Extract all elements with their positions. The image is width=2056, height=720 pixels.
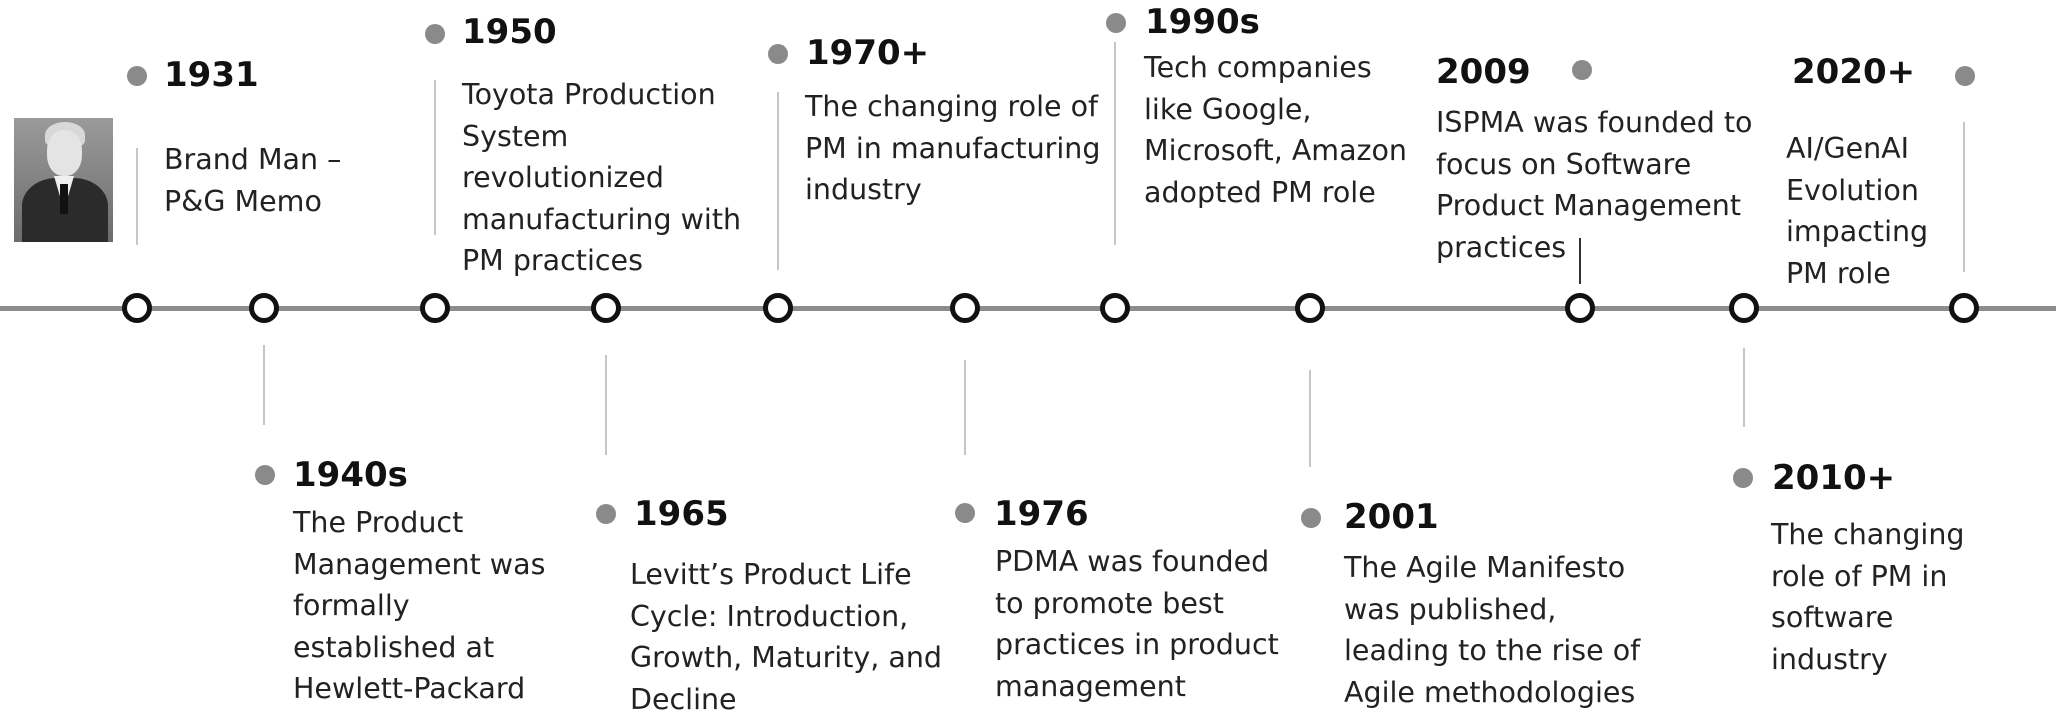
milestone-bullet (1106, 13, 1126, 33)
timeline-node (763, 293, 793, 323)
milestone-year: 2020+ (1792, 52, 1916, 92)
portrait-photo (14, 118, 113, 242)
milestone-description: AI/GenAI Evolution impacting PM role (1786, 132, 1929, 290)
timeline-node (950, 293, 980, 323)
timeline-node (1949, 293, 1979, 323)
milestone-description: The changing role of PM in software indu… (1771, 518, 1965, 676)
connector-line (1743, 348, 1745, 427)
milestone-bullet (955, 503, 975, 523)
milestone-bullet (255, 465, 275, 485)
milestone-description: The Agile Manifesto was published, leadi… (1344, 551, 1641, 709)
connector-line (1309, 370, 1311, 467)
milestone-year: 2001 (1344, 497, 1439, 537)
milestone-year: 2009 (1436, 52, 1531, 92)
timeline-axis (0, 306, 2056, 311)
milestone-bullet (425, 24, 445, 44)
timeline-node (122, 293, 152, 323)
milestone-bullet (596, 504, 616, 524)
milestone-description: The Product Management was formally esta… (293, 506, 546, 705)
milestone-description: PDMA was founded to promote best practic… (995, 545, 1279, 703)
milestone-bullet (768, 44, 788, 64)
connector-line (263, 345, 265, 425)
timeline-node (1100, 293, 1130, 323)
milestone-year: 1965 (634, 494, 729, 534)
timeline-node (420, 293, 450, 323)
milestone-bullet (1733, 468, 1753, 488)
connector-line (1963, 122, 1965, 272)
milestone-year: 1940s (293, 455, 408, 495)
milestone-bullet (1955, 66, 1975, 86)
milestone-description: Toyota Production System revolutionized … (462, 78, 742, 277)
milestone-description: Levitt’s Product Life Cycle: Introductio… (630, 558, 942, 716)
milestone-description: The changing role of PM in manufacturing… (805, 90, 1101, 206)
milestone-description: Brand Man – P&G Memo (164, 143, 342, 218)
milestone-year: 1970+ (806, 33, 930, 73)
milestone-year: 1950 (462, 12, 557, 52)
timeline-node (249, 293, 279, 323)
milestone-bullet (1572, 60, 1592, 80)
milestone-year: 1976 (994, 494, 1089, 534)
timeline-node (1729, 293, 1759, 323)
milestone-bullet (127, 66, 147, 86)
milestone-year: 2010+ (1772, 458, 1896, 498)
connector-line (136, 148, 138, 245)
timeline-node (1295, 293, 1325, 323)
milestone-description: Tech companies like Google, Microsoft, A… (1144, 51, 1407, 209)
connector-line (1114, 42, 1116, 245)
milestone-year: 1990s (1145, 2, 1260, 42)
connector-line (964, 360, 966, 455)
milestone-bullet (1301, 508, 1321, 528)
milestone-description: ISPMA was founded to focus on Software P… (1436, 106, 1753, 264)
connector-line (434, 80, 436, 235)
connector-line (777, 92, 779, 270)
milestone-year: 1931 (164, 55, 259, 95)
timeline-node (591, 293, 621, 323)
connector-line (1579, 238, 1581, 284)
timeline-node (1565, 293, 1595, 323)
connector-line (605, 355, 607, 455)
